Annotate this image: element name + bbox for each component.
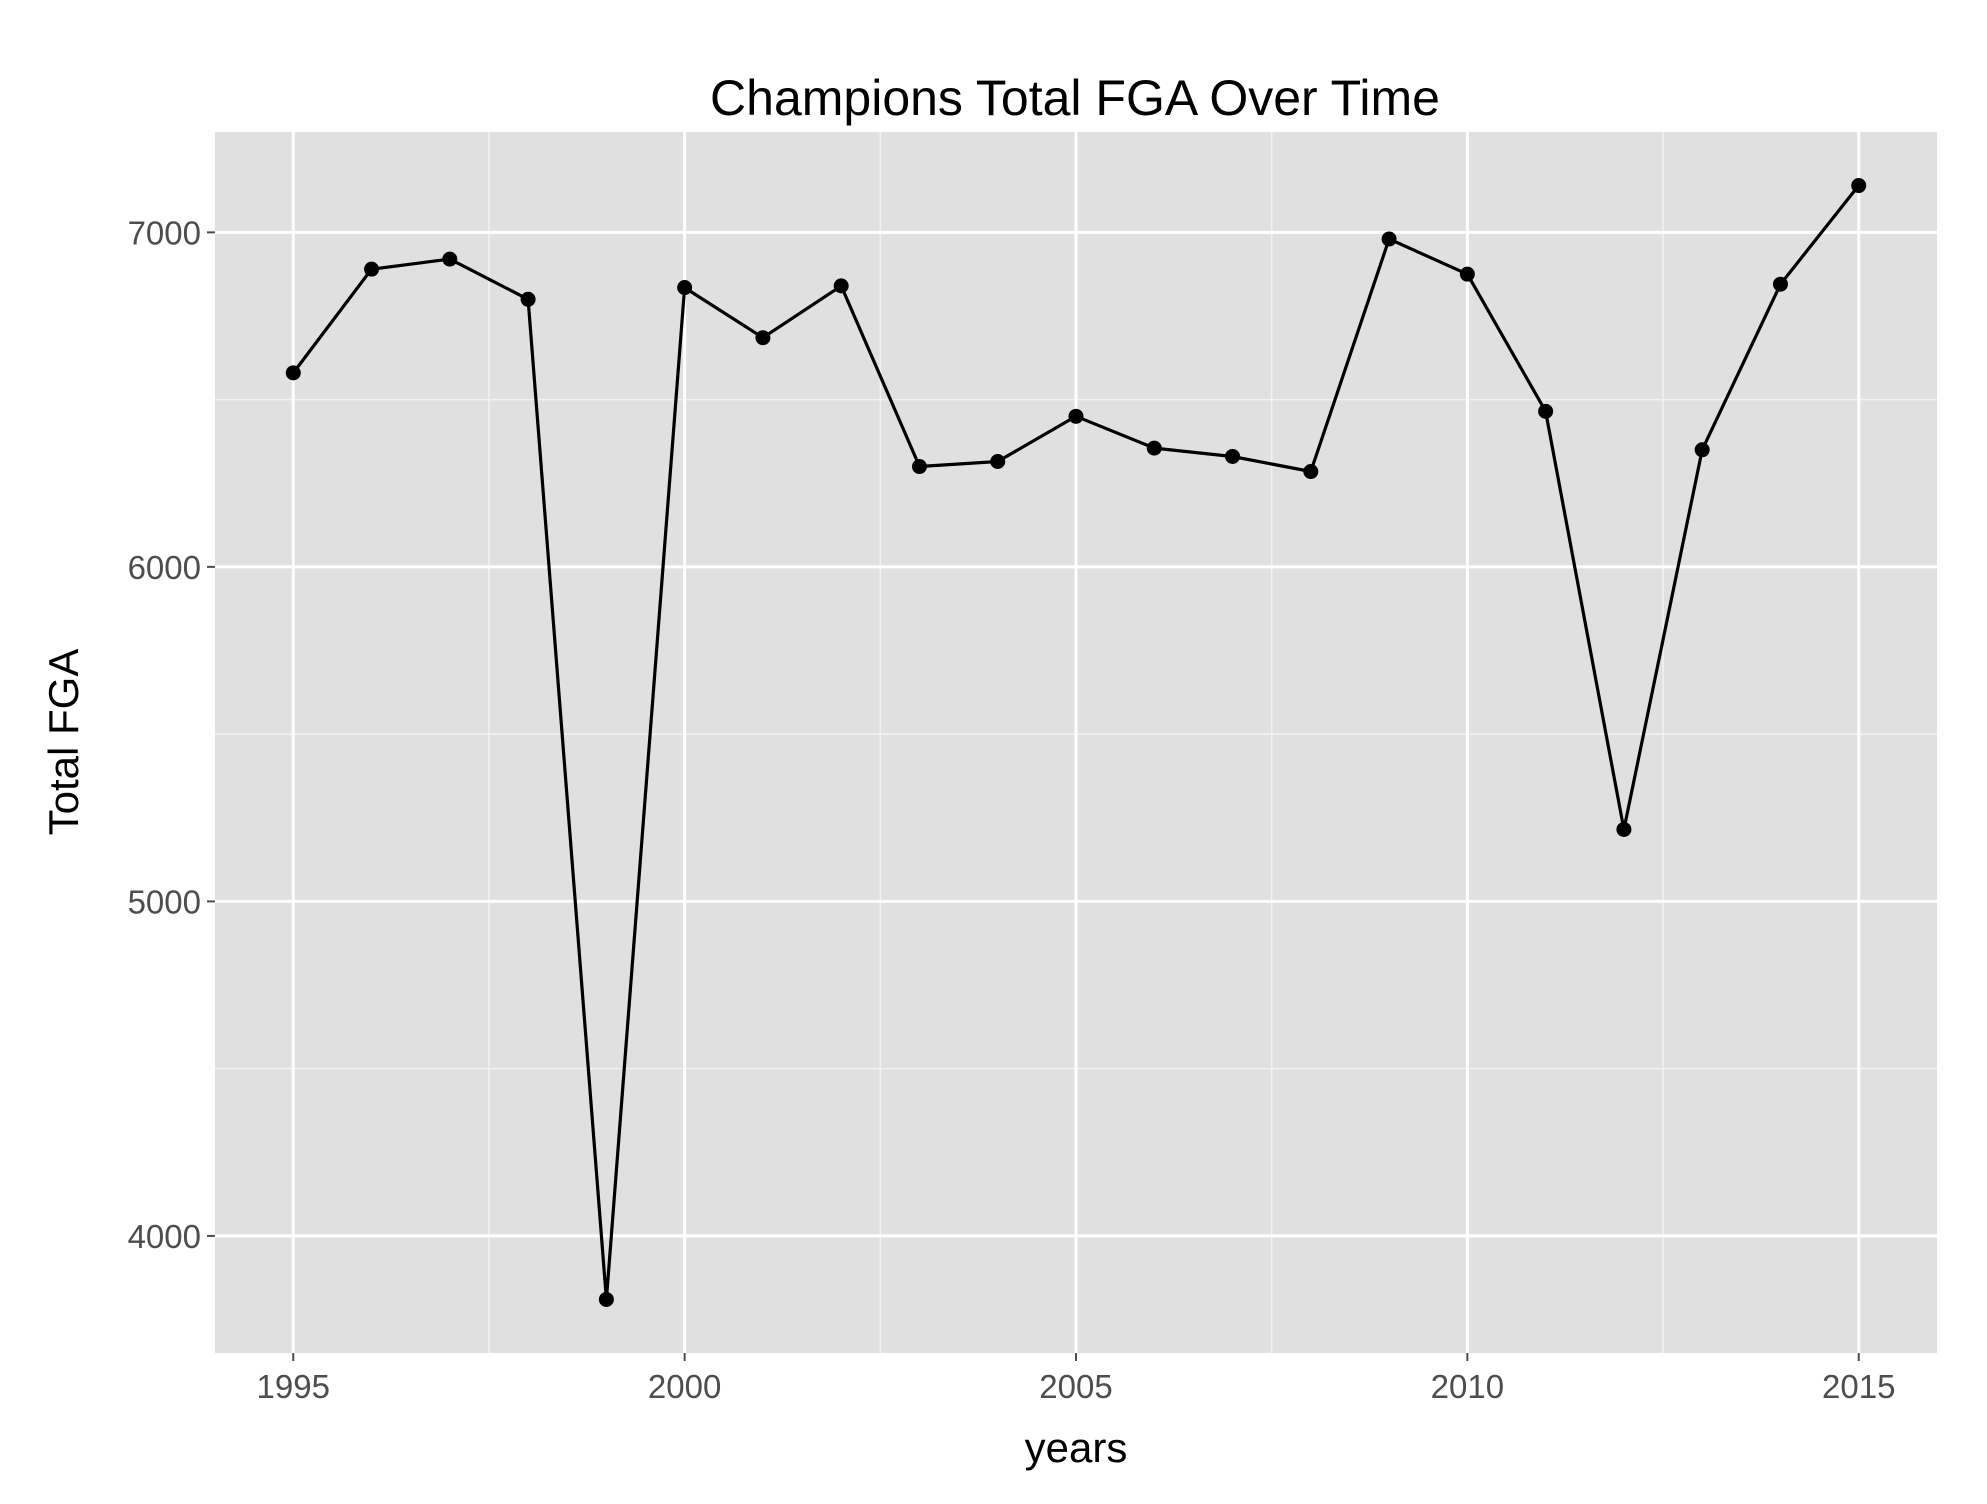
data-point (833, 278, 849, 294)
data-point (1459, 266, 1475, 282)
data-point (598, 1291, 614, 1307)
data-point (1068, 408, 1084, 424)
data-point (285, 365, 301, 381)
y-tick-label: 4000 (128, 1218, 201, 1255)
x-tick-label: 1995 (257, 1368, 330, 1405)
major-gridlines (215, 132, 1937, 1353)
data-point (520, 291, 536, 307)
data-point (755, 330, 771, 346)
data-point (1851, 178, 1867, 194)
data-point (677, 280, 693, 296)
data-point (1303, 464, 1319, 480)
data-point (1772, 276, 1788, 292)
data-points (285, 178, 1867, 1307)
data-point (911, 459, 927, 475)
data-point (1616, 821, 1632, 837)
data-point (1381, 231, 1397, 247)
data-point (1146, 440, 1162, 456)
y-tick-label: 5000 (128, 883, 201, 920)
chart-title: Champions Total FGA Over Time (710, 70, 1440, 126)
data-point (442, 251, 458, 267)
y-tick-label: 7000 (128, 214, 201, 251)
x-tick-label: 2005 (1039, 1368, 1112, 1405)
data-point (1225, 448, 1241, 464)
data-point (364, 261, 380, 277)
x-axis-title: years (1025, 1424, 1128, 1471)
data-point (1538, 403, 1554, 419)
data-point (1694, 442, 1710, 458)
y-axis: 4000 5000 6000 7000 (128, 214, 215, 1255)
y-tick-label: 6000 (128, 549, 201, 586)
x-axis: 1995 2000 2005 2010 2015 (257, 1353, 1895, 1405)
y-axis-title: Total FGA (40, 649, 87, 836)
x-tick-label: 2015 (1822, 1368, 1895, 1405)
x-tick-label: 2010 (1431, 1368, 1504, 1405)
data-point (990, 454, 1006, 470)
x-tick-label: 2000 (648, 1368, 721, 1405)
